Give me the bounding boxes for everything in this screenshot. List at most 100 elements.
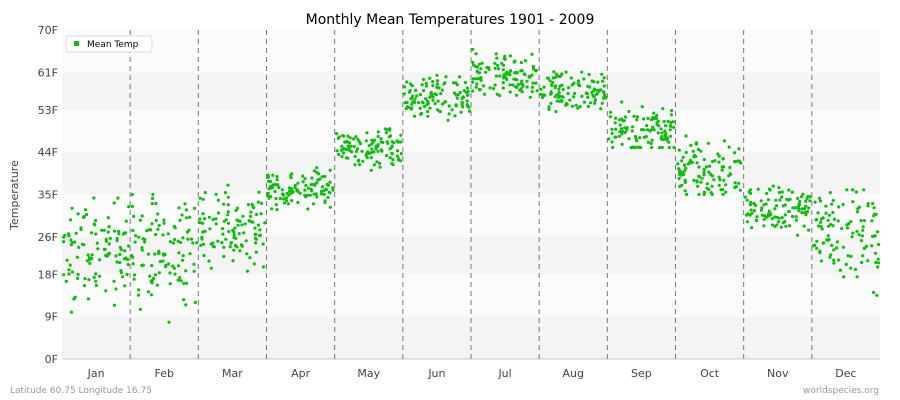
data-point xyxy=(547,105,551,109)
data-point xyxy=(774,198,778,202)
data-point xyxy=(539,92,543,96)
data-point xyxy=(418,106,422,110)
data-point xyxy=(580,70,584,74)
data-point xyxy=(118,245,122,249)
data-point xyxy=(290,199,294,203)
data-point xyxy=(474,85,478,89)
data-point xyxy=(872,206,876,210)
data-point xyxy=(422,89,426,93)
data-point xyxy=(318,177,322,181)
data-point xyxy=(319,189,324,193)
data-point xyxy=(426,110,430,114)
data-point xyxy=(424,81,428,85)
data-point xyxy=(276,183,280,187)
data-point xyxy=(67,268,71,272)
data-point xyxy=(372,150,376,154)
data-point xyxy=(807,206,811,210)
data-point xyxy=(245,252,249,256)
data-point xyxy=(861,225,865,229)
data-point xyxy=(837,258,841,262)
data-point xyxy=(389,134,393,138)
data-point xyxy=(535,89,539,93)
data-point xyxy=(185,216,189,220)
data-point xyxy=(62,235,66,239)
data-point xyxy=(374,144,378,148)
data-point xyxy=(154,218,158,223)
footer-source: worldspecies.org xyxy=(803,386,879,396)
data-point xyxy=(388,156,392,160)
data-point xyxy=(82,243,86,247)
data-point xyxy=(114,254,118,258)
data-point xyxy=(704,165,709,169)
data-point xyxy=(610,140,614,144)
data-point xyxy=(207,215,211,219)
data-point xyxy=(471,89,475,93)
data-point xyxy=(216,211,221,215)
data-point xyxy=(254,250,258,254)
data-point xyxy=(199,243,203,247)
data-point xyxy=(498,74,502,78)
data-point xyxy=(695,180,699,184)
data-point xyxy=(123,284,127,288)
data-point xyxy=(180,213,184,217)
data-point xyxy=(117,232,121,236)
data-point xyxy=(627,109,631,114)
data-point xyxy=(360,149,364,153)
data-point xyxy=(855,229,859,233)
data-point xyxy=(804,204,808,208)
data-point xyxy=(518,88,522,92)
data-point xyxy=(429,90,433,94)
data-point xyxy=(460,100,464,105)
data-point xyxy=(203,191,207,195)
data-point xyxy=(453,114,457,118)
data-point xyxy=(278,196,282,201)
data-point xyxy=(804,199,808,203)
data-point xyxy=(702,170,706,174)
data-point xyxy=(508,70,512,74)
data-point xyxy=(661,107,665,111)
data-point xyxy=(354,149,359,153)
data-point xyxy=(649,141,653,146)
data-point xyxy=(519,69,523,73)
data-point xyxy=(201,212,205,216)
data-point xyxy=(94,283,98,287)
data-point xyxy=(107,225,111,229)
data-point xyxy=(413,114,417,118)
data-point xyxy=(747,190,751,194)
data-point xyxy=(854,190,858,194)
data-point xyxy=(620,100,624,104)
data-point xyxy=(482,84,486,88)
data-point xyxy=(743,195,748,199)
data-point xyxy=(284,196,288,200)
data-point xyxy=(733,151,737,155)
data-point xyxy=(326,183,330,187)
data-point xyxy=(372,163,377,167)
data-point xyxy=(136,293,140,297)
data-point xyxy=(454,81,458,85)
data-point xyxy=(520,90,524,94)
data-point xyxy=(167,320,171,324)
data-point xyxy=(124,219,128,223)
data-point xyxy=(310,176,314,180)
data-point xyxy=(794,206,798,210)
data-point xyxy=(447,104,451,108)
data-point xyxy=(800,207,804,211)
data-point xyxy=(831,198,835,203)
data-point xyxy=(369,156,373,160)
data-point xyxy=(254,237,258,241)
data-point xyxy=(483,92,487,96)
data-point xyxy=(198,217,202,221)
data-point xyxy=(266,173,270,177)
data-point xyxy=(226,221,231,225)
data-point xyxy=(161,252,165,256)
data-point xyxy=(479,67,483,71)
data-point xyxy=(232,233,236,237)
data-point xyxy=(378,165,382,169)
data-point xyxy=(94,218,98,223)
data-point xyxy=(310,189,314,193)
data-point xyxy=(176,278,180,282)
data-point xyxy=(861,254,865,258)
data-point xyxy=(281,192,285,196)
data-point xyxy=(454,93,458,97)
data-point xyxy=(656,119,660,123)
